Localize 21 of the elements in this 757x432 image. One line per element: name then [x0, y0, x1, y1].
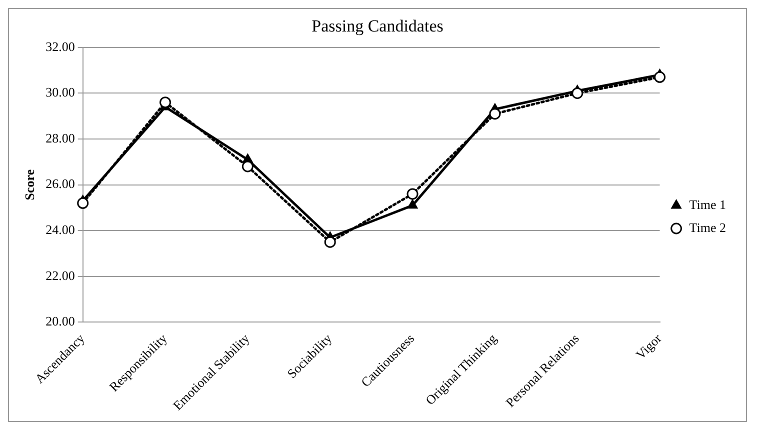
point [406, 188, 418, 200]
y-tick-label: 20.00 [46, 314, 75, 329]
y-tick-label: 32.00 [46, 38, 75, 54]
legend-label: Time 2 [689, 220, 726, 235]
point [242, 160, 254, 172]
point [324, 236, 336, 248]
x-tick-label: Vigor [632, 330, 665, 362]
chart-title: Passing Candidates [312, 16, 444, 36]
point [77, 197, 89, 209]
point [489, 108, 501, 120]
y-tick-label: 22.00 [46, 268, 75, 283]
y-tick-label: 24.00 [46, 222, 75, 238]
point [160, 96, 172, 108]
y-axis-title: Score [22, 169, 38, 200]
point [407, 200, 418, 209]
y-tick-label: 30.00 [46, 84, 75, 100]
y-tick-label: 28.00 [46, 130, 75, 146]
point [572, 87, 584, 99]
y-tick-label: 26.00 [46, 176, 75, 192]
point [654, 71, 666, 83]
legend-label: Time 1 [689, 196, 726, 212]
